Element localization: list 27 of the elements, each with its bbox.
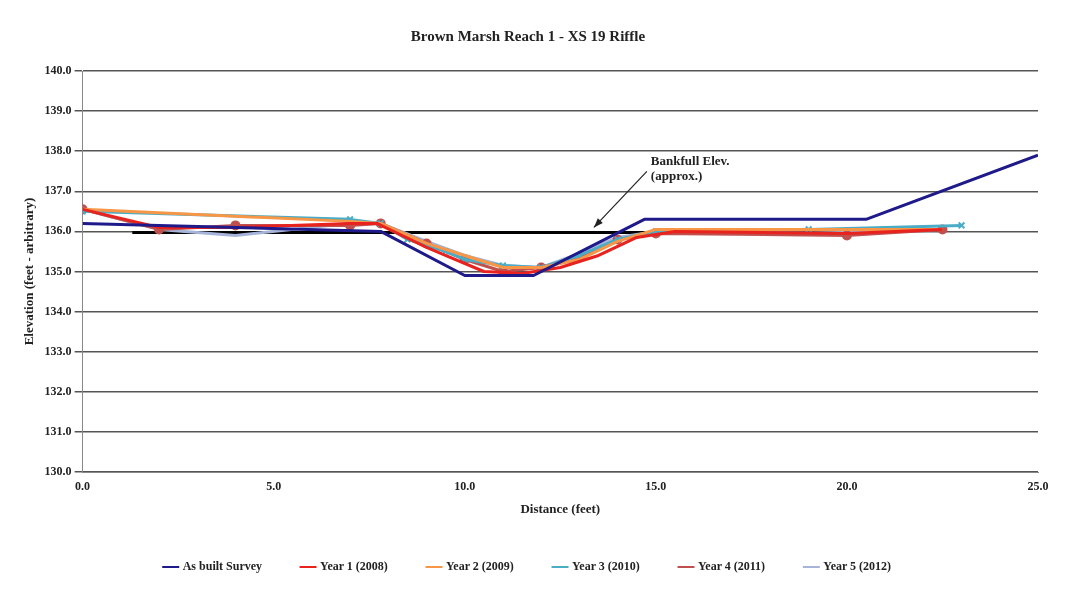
x-tick-label: 10.0 [454,479,476,494]
x-tick-label: 20.0 [836,479,858,494]
legend-label: Year 3 (2010) [572,559,640,574]
legend-label: As built Survey [182,559,263,574]
y-tick-label: 138.0 [44,143,72,158]
y-tick-label: 132.0 [44,383,72,398]
chart-title: Brown Marsh Reach 1 - XS 19 Riffle [410,27,646,44]
x-tick-label: 0.0 [75,479,91,494]
y-tick-label: 133.0 [44,343,72,358]
legend-label: Year 4 (2011) [698,559,766,574]
y-tick-label: 136.0 [44,223,72,238]
y-tick-label: 130.0 [44,464,72,479]
x-tick-label: 15.0 [645,479,667,494]
legend-label: Year 2 (2009) [446,559,514,574]
x-tick-label: 5.0 [266,479,282,494]
y-tick-label: 135.0 [44,263,72,278]
y-tick-label: 139.0 [44,103,72,118]
annotation: Bankfull Elev. (approx.) [650,153,730,184]
x-tick-label: 25.0 [1027,479,1049,494]
x-axis-title: Distance (feet) [520,500,601,516]
legend-label: Year 5 (2012) [823,559,892,574]
y-tick-label: 134.0 [44,303,72,318]
y-tick-label: 131.0 [44,423,72,438]
y-tick-label: 137.0 [44,183,72,198]
y-axis-title: Elevation (feet - arbitrary) [21,197,37,346]
y-tick-label: 140.0 [44,63,72,78]
legend-label: Year 1 (2008) [320,559,388,574]
